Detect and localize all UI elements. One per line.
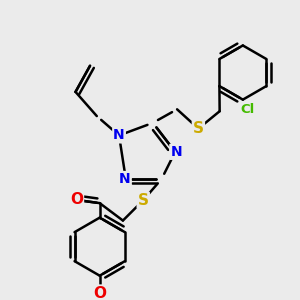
Text: S: S [193, 121, 204, 136]
Text: S: S [138, 193, 149, 208]
Text: O: O [93, 286, 106, 300]
Text: N: N [170, 145, 182, 159]
Text: N: N [113, 128, 125, 142]
Text: Cl: Cl [241, 103, 255, 116]
Text: N: N [119, 172, 131, 186]
Text: O: O [70, 192, 83, 207]
